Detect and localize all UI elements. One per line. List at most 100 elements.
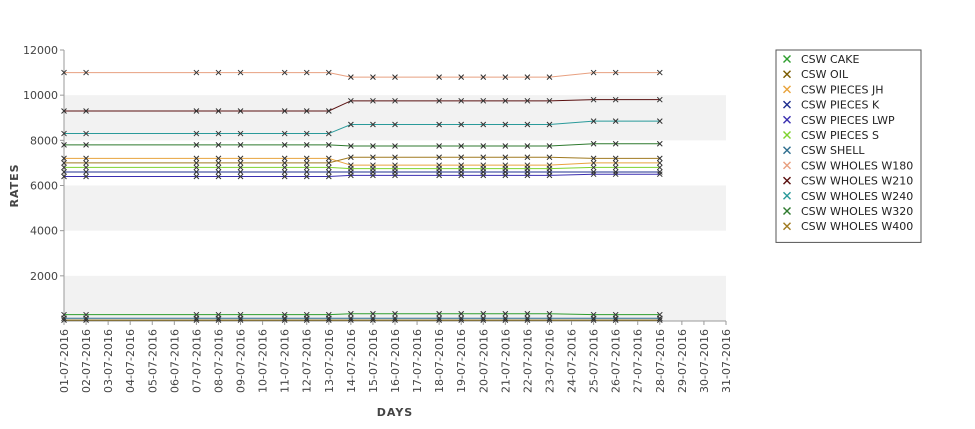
x-tick-label: 03-07-2016 bbox=[102, 329, 115, 393]
series-csw-wholes-w320 bbox=[61, 140, 663, 149]
data-point bbox=[348, 74, 354, 80]
data-point bbox=[436, 315, 442, 322]
data-point bbox=[524, 143, 531, 149]
x-tick-label: 20-07-2016 bbox=[477, 329, 490, 393]
legend-item: CSW SHELL bbox=[783, 144, 865, 157]
data-point bbox=[656, 315, 663, 322]
data-point bbox=[436, 310, 442, 317]
data-point bbox=[502, 165, 509, 172]
data-point bbox=[370, 315, 376, 322]
data-point bbox=[370, 97, 376, 104]
data-point bbox=[524, 165, 531, 172]
x-tick-label: 24-07-2016 bbox=[566, 329, 579, 393]
data-point bbox=[193, 160, 200, 166]
data-point bbox=[281, 155, 288, 162]
legend-item: CSW CAKE bbox=[783, 53, 859, 66]
data-point bbox=[546, 315, 553, 322]
data-point bbox=[546, 121, 553, 128]
data-point bbox=[325, 69, 332, 76]
grid-band bbox=[64, 185, 726, 231]
data-point bbox=[502, 97, 509, 104]
x-tick-label: 17-07-2016 bbox=[411, 329, 424, 393]
data-point bbox=[193, 155, 200, 162]
y-tick-label: 4000 bbox=[30, 225, 58, 238]
data-point bbox=[237, 69, 244, 76]
data-point bbox=[656, 169, 663, 175]
data-point bbox=[480, 172, 487, 179]
data-point bbox=[325, 130, 332, 137]
data-point bbox=[348, 143, 354, 149]
series-line bbox=[64, 99, 660, 112]
legend-label: CSW CAKE bbox=[801, 53, 859, 66]
data-point bbox=[61, 164, 67, 171]
x-tick-label: 25-07-2016 bbox=[588, 329, 601, 393]
data-point bbox=[83, 141, 89, 148]
data-point bbox=[502, 74, 509, 80]
data-point bbox=[61, 141, 67, 148]
data-point bbox=[281, 315, 288, 322]
legend-label: CSW WHOLES W400 bbox=[801, 220, 913, 233]
x-tick-label: 27-07-2016 bbox=[632, 329, 645, 393]
x-tick-label: 05-07-2016 bbox=[146, 329, 159, 393]
data-point bbox=[370, 310, 376, 317]
data-point bbox=[303, 164, 310, 171]
x-tick-label: 02-07-2016 bbox=[80, 329, 93, 393]
series-line bbox=[64, 156, 660, 164]
data-point bbox=[656, 155, 663, 162]
data-point bbox=[303, 141, 310, 148]
data-point bbox=[348, 121, 354, 128]
y-axis: 2000 4000 6000 8000 10000 12000 bbox=[23, 44, 65, 321]
legend-item: CSW OIL bbox=[783, 68, 849, 81]
legend-label: CSW PIECES K bbox=[801, 99, 880, 112]
data-point bbox=[370, 74, 376, 80]
data-point bbox=[237, 141, 244, 148]
data-point bbox=[215, 69, 222, 76]
data-point bbox=[215, 169, 222, 175]
data-point bbox=[237, 155, 244, 162]
data-point bbox=[237, 108, 244, 114]
data-point bbox=[83, 155, 89, 162]
y-tick-label: 8000 bbox=[30, 134, 58, 147]
data-point bbox=[612, 140, 619, 147]
x-tick-label: 30-07-2016 bbox=[698, 329, 711, 393]
data-point bbox=[237, 160, 244, 166]
data-point bbox=[325, 160, 332, 166]
x-tick-label: 04-07-2016 bbox=[124, 329, 137, 393]
x-tick-label: 22-07-2016 bbox=[521, 329, 534, 393]
legend-item: CSW PIECES JH bbox=[783, 83, 884, 96]
x-axis: 01-07-2016 02-07-2016 03-07-2016 04-07-2016… bbox=[58, 320, 733, 393]
data-point bbox=[303, 315, 310, 322]
data-point bbox=[502, 143, 509, 149]
series-csw-pieces-jh bbox=[61, 155, 663, 169]
data-point bbox=[458, 143, 465, 149]
series-csw-shell bbox=[61, 315, 663, 322]
data-point bbox=[370, 165, 376, 172]
x-tick-label: 11-07-2016 bbox=[279, 329, 292, 393]
data-point bbox=[436, 143, 442, 149]
data-point bbox=[193, 173, 200, 180]
series-line bbox=[64, 157, 660, 166]
legend-item: CSW PIECES K bbox=[783, 99, 880, 112]
data-point bbox=[193, 315, 200, 322]
x-tick-label: 16-07-2016 bbox=[389, 329, 402, 393]
legend-item: CSW WHOLES W210 bbox=[783, 175, 913, 188]
data-point bbox=[612, 164, 619, 171]
legend-item: CSW WHOLES W320 bbox=[783, 205, 913, 218]
data-point bbox=[83, 169, 89, 175]
data-point bbox=[303, 69, 310, 76]
data-point bbox=[392, 154, 398, 161]
data-point bbox=[480, 143, 487, 149]
data-point bbox=[480, 154, 487, 161]
x-tick-label: 13-07-2016 bbox=[323, 329, 336, 393]
data-point bbox=[590, 169, 597, 175]
legend-label: CSW PIECES JH bbox=[801, 83, 884, 96]
data-point bbox=[193, 141, 200, 148]
data-point bbox=[612, 96, 619, 103]
data-point bbox=[480, 97, 487, 104]
data-point bbox=[215, 315, 222, 322]
x-tick-label: 09-07-2016 bbox=[235, 329, 248, 393]
data-point bbox=[392, 165, 398, 172]
data-point bbox=[392, 315, 398, 322]
data-point bbox=[656, 160, 663, 166]
